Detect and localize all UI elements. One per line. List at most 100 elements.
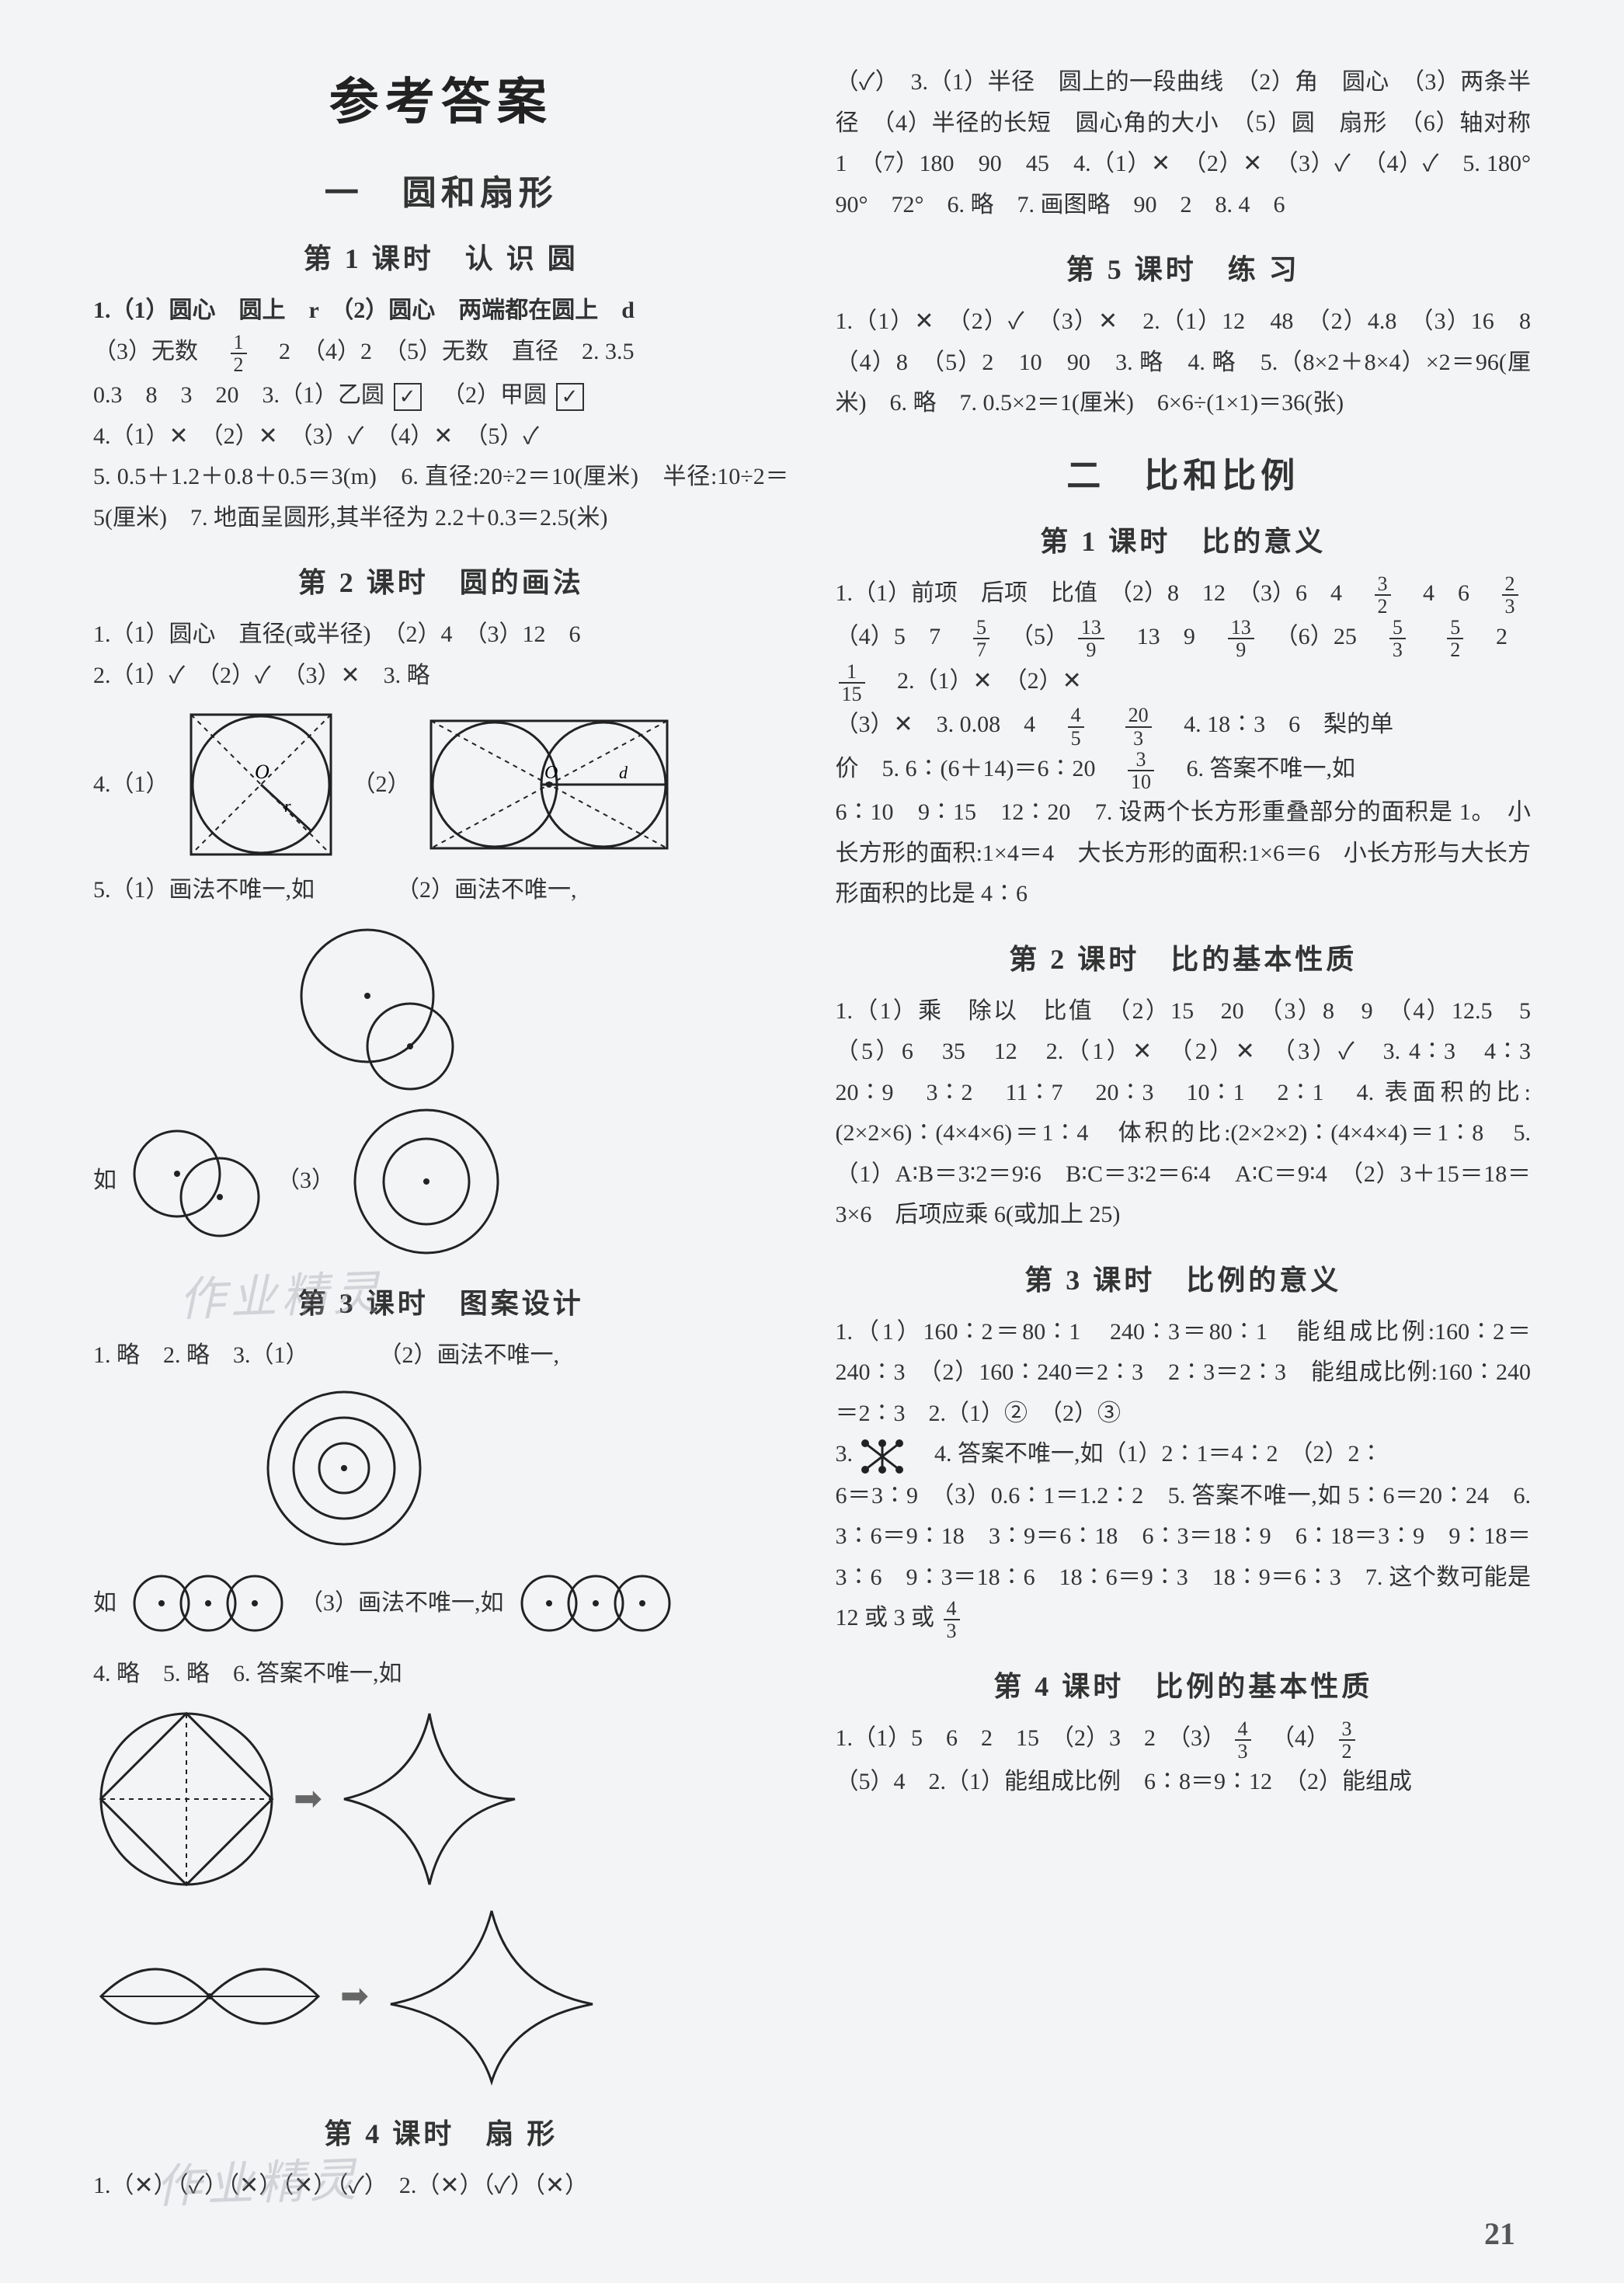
l2-fig-row-3: 如 （3）	[93, 1104, 789, 1259]
l3-fig-row-4: ➡	[93, 1903, 789, 2090]
text: 4 6	[1400, 580, 1493, 606]
checkbox-checked-icon: ✓	[394, 383, 422, 411]
text: 6＝3∶9 （3）0.6∶1＝1.2∶2 5. 答案不唯一,如 5∶6＝20∶2…	[836, 1483, 1532, 1631]
svg-text:d: d	[619, 763, 628, 782]
frac-4-5: 45	[1068, 705, 1084, 749]
arrow-right-icon: ➡	[340, 1976, 369, 2016]
fig-square-circle: O r	[183, 707, 339, 862]
frac-3-2: 32	[1375, 573, 1391, 618]
chapter-2-title: 二 比和比例	[836, 447, 1532, 497]
text: （3）无数	[93, 339, 221, 364]
text: （3）✕ 3. 0.08 4	[836, 712, 1059, 737]
lesson-3-title: 第 3 课时 图案设计	[93, 1281, 789, 1321]
r-lesson-2-title: 第 2 课时 比的基本性质	[836, 937, 1532, 977]
fig-rect-two-circles: O d	[425, 715, 673, 854]
text: （2）甲圆	[430, 382, 547, 408]
l2-p5-b: （3）	[276, 1161, 335, 1202]
right-cont: （✓） 3.（1）半径 圆上的一段曲线 （2）角 圆心 （3）两条半径 （4）半…	[836, 62, 1532, 225]
l3-p1: 1. 略 2. 略 3.（1） （2）画法不唯一,	[93, 1335, 559, 1376]
q-num: 1.（1）圆心 圆上 r （2）圆心 两端都在圆上 d	[93, 298, 635, 323]
text: 1.（1）前项 后项 比值 （2）8 12 （3）6 4	[836, 580, 1366, 606]
r-lesson-1-title: 第 1 课时 比的意义	[836, 519, 1532, 559]
l3-fig-row-3: ➡	[93, 1706, 789, 1892]
l1-p2: 0.3 8 3 20 3.（1）乙圆 ✓ （2）甲圆 ✓	[93, 375, 789, 416]
l2-fig-row-2	[93, 922, 789, 1093]
l2-p4: 5.（1）画法不唯一,如 （2）画法不唯一,	[93, 870, 789, 911]
l1-p3: 4.（1）✕ （2）✕ （3）✓ （4）✕ （5）✓	[93, 416, 789, 458]
frac-13-9b: 139	[1228, 617, 1254, 661]
l3-fig-row-1	[93, 1387, 789, 1550]
fig-two-leaf	[93, 1934, 326, 2059]
fig-circle-square-dashed	[93, 1706, 280, 1892]
svg-text:r: r	[284, 796, 291, 816]
fig-concentric-3	[263, 1387, 426, 1550]
fig-astroid-2	[383, 1903, 600, 2090]
r1-p1: 1.（1）前项 后项 比值 （2）8 12 （3）6 4 32 4 6 23 （…	[836, 573, 1532, 705]
lesson-5-title: 第 5 课时 练 习	[836, 247, 1532, 287]
fig-three-circles-row-2	[518, 1561, 673, 1646]
text: 13 9	[1113, 624, 1219, 649]
r1-p3: 价 5. 6∶(6＋14)＝6∶20 310 6. 答案不唯一,如	[836, 749, 1532, 793]
main-title: 参考答案	[93, 62, 789, 134]
r1-p4: 6∶10 9∶15 12∶20 7. 设两个长方形重叠部分的面积是 1。 小长方…	[836, 792, 1532, 915]
left-column: 参考答案 一 圆和扇形 第 1 课时 认 识 圆 1.（1）圆心 圆上 r （2…	[93, 62, 789, 2206]
text: （4）	[1260, 1725, 1330, 1751]
text	[1414, 624, 1438, 649]
text: 4. 18∶3 6 梨的单	[1160, 712, 1393, 737]
l3-p3: 4. 略 5. 略 6. 答案不唯一,如	[93, 1654, 789, 1695]
text: 2 （4）2 （5）无数 直径 2. 3.5	[256, 339, 635, 364]
r2-p1: 1.（1）乘 除以 比值 （2）15 20 （3）8 9 （4）12.5 5 （…	[836, 991, 1532, 1236]
checkbox-checked-icon: ✓	[556, 383, 584, 411]
r3-p2: 3. 4. 答案不唯一,如（1）2∶1＝4∶2 （2）2∶	[836, 1434, 1532, 1475]
frac-5-2: 52	[1447, 617, 1463, 661]
fig-concentric-2	[349, 1104, 504, 1259]
text: （6）25	[1263, 624, 1380, 649]
text: 1.（1）5 6 2 15 （2）3 2 （3）	[836, 1725, 1226, 1751]
frac-3-2b: 32	[1339, 1718, 1355, 1763]
arrow-right-icon: ➡	[294, 1779, 322, 1818]
fig-two-overlap-circles	[294, 922, 464, 1093]
svg-text:O: O	[544, 763, 558, 783]
lesson-4-title: 第 4 课时 扇 形	[93, 2111, 789, 2152]
frac-13-9: 139	[1078, 617, 1104, 661]
l2-p3: 4.（1）	[93, 764, 169, 806]
l1-p1b: （3）无数 12 2 （4）2 （5）无数 直径 2. 3.5	[93, 332, 789, 376]
text: 0.3 8 3 20 3.（1）乙圆	[93, 382, 384, 408]
page-root: 参考答案 一 圆和扇形 第 1 课时 认 识 圆 1.（1）圆心 圆上 r （2…	[93, 62, 1531, 2206]
l2-p5-a: 如	[93, 1161, 116, 1202]
r4-p1: 1.（1）5 6 2 15 （2）3 2 （3） 43 （4） 32	[836, 1718, 1532, 1763]
l3-row-1: 1. 略 2. 略 3.（1） （2）画法不唯一,	[93, 1335, 789, 1376]
r-lesson-4-title: 第 4 课时 比例的基本性质	[836, 1664, 1532, 1704]
l3-p2-a: 如	[93, 1583, 116, 1624]
l3-p2-b: （3）画法不唯一,如	[300, 1583, 504, 1624]
page-number: 21	[1484, 2215, 1515, 2252]
l1-p4: 5. 0.5＋1.2＋0.8＋0.5＝3(m) 6. 直径:20÷2＝10(厘米…	[93, 457, 789, 538]
text: 2.（1）✕ （2）✕	[874, 668, 1082, 694]
text	[1093, 712, 1116, 737]
text: 价 5. 6∶(6＋14)＝6∶20	[836, 756, 1119, 781]
l5-p1: 1.（1）✕ （2）✓ （3）✕ 2.（1）12 48 （2）4.8 （3）16…	[836, 301, 1532, 424]
l4-p1: 1.（✕）（✓）（✕）（✕）（✓） 2.（✕）（✓）（✕）	[93, 2166, 789, 2207]
frac-20-3: 203	[1125, 705, 1152, 749]
text: 3.	[836, 1441, 859, 1467]
chapter-1-title: 一 圆和扇形	[93, 165, 789, 214]
lesson-1-title: 第 1 课时 认 识 圆	[93, 236, 789, 277]
frac-4-3: 43	[944, 1598, 960, 1642]
frac-1-2: 12	[231, 332, 247, 376]
lesson-2-title: 第 2 课时 圆的画法	[93, 560, 789, 600]
l2-label-2: （2）	[353, 764, 411, 806]
frac-3-10: 310	[1128, 749, 1154, 793]
fig-astroid-1	[336, 1706, 523, 1892]
l2-p2: 2.（1）✓ （2）✓ （3）✕ 3. 略	[93, 656, 789, 697]
fig-three-circles-row	[130, 1561, 286, 1646]
r-lesson-3-title: 第 3 课时 比例的意义	[836, 1258, 1532, 1298]
fig-cross-dots	[859, 1437, 906, 1476]
fig-overlap-small	[130, 1123, 263, 1240]
l2-fig-row-1: 4.（1） O r （2） O d	[93, 707, 789, 862]
frac-1-15: 115	[839, 661, 865, 705]
l2-p1: 1.（1）圆心 直径(或半径) （2）4 （3）12 6	[93, 614, 789, 656]
frac-4-3b: 43	[1235, 1718, 1251, 1763]
text: 4. 答案不唯一,如（1）2∶1＝4∶2 （2）2∶	[911, 1441, 1383, 1467]
text: （5）	[999, 624, 1069, 649]
r3-p1: 1.（1）160∶2＝80∶1 240∶3＝80∶1 能组成比例:160∶2＝2…	[836, 1312, 1532, 1435]
